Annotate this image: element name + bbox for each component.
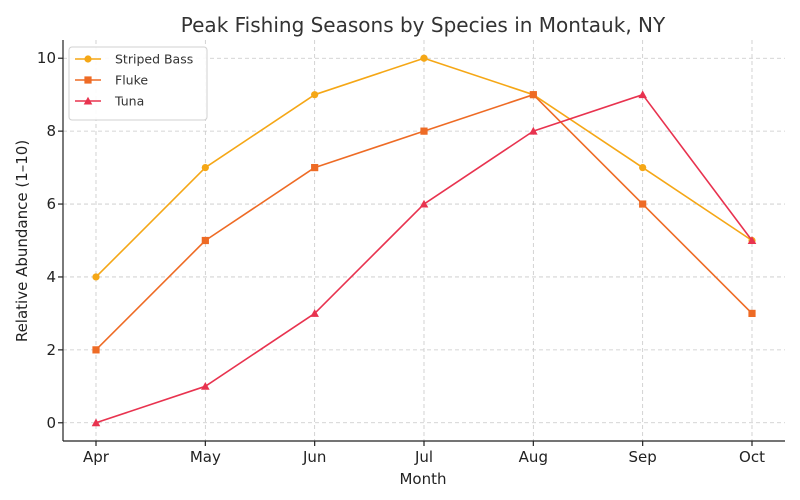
chart-title: Peak Fishing Seasons by Species in Monta… [181,13,666,37]
legend-box [68,46,208,121]
data-point-striped-bass [201,163,209,172]
y-tick-label: 8 [46,122,56,140]
data-point-striped-bass [639,163,647,172]
legend-label-striped-bass: Striped Bass [115,52,193,67]
data-point-tuna [638,90,647,99]
data-point-fluke [311,163,319,172]
data-point-fluke [639,200,647,208]
data-point-striped-bass [92,273,100,281]
y-axis-label: Relative Abundance (1–10) [13,140,31,342]
data-point-tuna [419,199,429,208]
x-tick-label: Sep [629,448,657,466]
x-tick-label: May [190,448,221,466]
y-tick-label: 4 [46,268,56,286]
x-tick-label: Jul [414,448,433,466]
legend-item-tuna: Tuna [75,94,144,109]
legend-label-tuna: Tuna [114,94,144,109]
legend-marker-striped-bass [84,55,92,63]
x-tick-label: Jun [302,448,326,466]
series-group [91,54,757,427]
legend-marker-fluke [84,76,92,84]
data-point-fluke [529,91,537,99]
x-tick-label: Oct [739,448,765,466]
legend-marker-tuna [83,96,93,105]
data-point-tuna [529,126,538,135]
axes: Apr May Jun Jul Aug Sep Oct 0 2 4 6 8 10 [37,40,785,466]
y-tick-label: 2 [46,341,56,359]
y-tick-label: 6 [46,195,56,213]
series-fluke [92,91,756,354]
legend: Striped Bass Fluke Tuna [68,46,208,121]
y-tick-label: 10 [37,49,56,67]
x-axis-label: Month [399,470,446,488]
data-point-fluke [420,127,428,135]
data-point-fluke [748,309,756,318]
data-point-tuna [310,309,319,317]
x-tick-label: Aug [519,448,548,466]
legend-item-striped-bass: Striped Bass [75,52,193,67]
data-point-striped-bass [420,54,428,62]
y-tick-label: 0 [46,414,56,432]
data-point-tuna [201,382,210,390]
legend-item-fluke: Fluke [75,73,148,88]
series-tuna [91,90,757,427]
data-point-fluke [201,236,209,245]
x-tick-label: Apr [83,448,110,466]
legend-label-fluke: Fluke [115,73,148,88]
data-point-tuna [747,236,757,244]
data-point-fluke [92,346,100,354]
data-point-tuna [91,418,101,427]
data-point-striped-bass [311,91,319,99]
